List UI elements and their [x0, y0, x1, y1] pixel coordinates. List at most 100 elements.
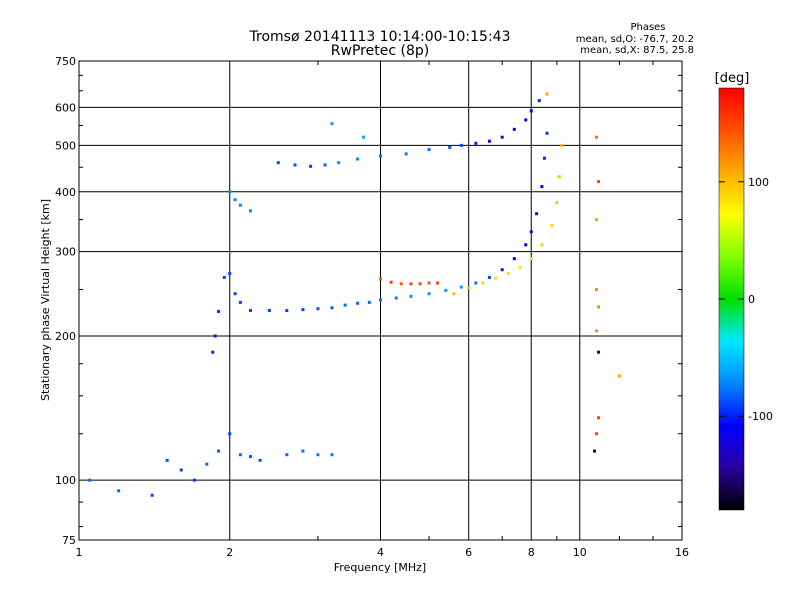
- x-tick-label: 8: [528, 546, 535, 559]
- data-point: [524, 118, 528, 122]
- data-point: [427, 281, 431, 285]
- y-tick-label: 200: [55, 330, 76, 343]
- y-tick-label: 100: [55, 474, 76, 487]
- data-point: [427, 148, 431, 152]
- data-point: [494, 276, 498, 280]
- data-point: [595, 218, 599, 222]
- data-point: [117, 489, 121, 493]
- series-points: [88, 432, 334, 497]
- data-point: [535, 212, 539, 216]
- data-point: [436, 281, 440, 285]
- data-point: [409, 294, 413, 298]
- x-tick-label: 10: [573, 546, 587, 559]
- series-points: [379, 277, 440, 286]
- chart-title: Tromsø 20141113 10:14:00-10:15:43: [249, 29, 511, 45]
- data-point: [285, 453, 289, 457]
- x-tick-labels: 1 2 4 6 8 10 16: [76, 546, 690, 559]
- phase-info-x: mean, sd,X: 87.5, 25.8: [580, 45, 694, 56]
- plot-frame: [78, 60, 683, 541]
- x-tick-label: 4: [377, 546, 384, 559]
- y-tick-label: 75: [62, 534, 76, 547]
- data-point: [205, 462, 209, 466]
- data-point: [211, 350, 215, 354]
- y-axis-label: Stationary phase Virtual Height [km]: [39, 199, 52, 401]
- y-tick-label: 400: [55, 186, 76, 199]
- data-point: [529, 109, 533, 113]
- data-point: [88, 478, 92, 482]
- data-point: [506, 272, 510, 276]
- data-point: [467, 286, 471, 290]
- data-point: [540, 243, 544, 247]
- data-point: [597, 305, 601, 309]
- data-point: [330, 453, 334, 457]
- chart-subtitle: RwPretec (8p): [331, 43, 429, 59]
- colorbar-ticks: 100 0 -100: [719, 176, 773, 423]
- data-point: [550, 224, 554, 228]
- data-point: [487, 275, 491, 279]
- x-tick-label: 6: [465, 546, 472, 559]
- data-point: [293, 163, 297, 167]
- data-point: [248, 455, 252, 459]
- series-points: [592, 135, 621, 453]
- data-point: [192, 478, 196, 482]
- data-point: [222, 275, 226, 279]
- data-point: [367, 300, 371, 304]
- data-point: [540, 185, 544, 189]
- phase-info-o: mean, sd,O: -76.7, 20.2: [576, 34, 694, 45]
- data-point: [228, 432, 232, 436]
- data-point: [545, 92, 549, 96]
- x-tick-label: 1: [76, 546, 83, 559]
- data-point: [362, 135, 366, 139]
- data-point: [542, 156, 546, 160]
- data-point: [217, 309, 221, 313]
- data-point: [557, 175, 561, 179]
- y-tick-label: 500: [55, 139, 76, 152]
- colorbar-tick-label: -100: [748, 410, 773, 423]
- data-point: [323, 163, 327, 167]
- data-point: [389, 280, 393, 284]
- data-point: [379, 298, 382, 302]
- data-point: [448, 145, 452, 149]
- data-point: [404, 152, 408, 156]
- data-point: [529, 257, 533, 261]
- data-point: [500, 268, 504, 272]
- x-axis-label: Frequency [MHz]: [334, 561, 426, 574]
- data-point: [595, 329, 599, 333]
- y-tick-label: 750: [55, 55, 76, 68]
- data-point: [301, 308, 305, 312]
- data-point: [379, 277, 382, 281]
- data-point: [597, 180, 601, 184]
- data-point: [529, 230, 533, 234]
- data-point: [512, 127, 516, 131]
- data-point: [267, 309, 271, 313]
- data-point: [228, 272, 232, 276]
- data-point: [545, 131, 549, 135]
- data-point: [617, 374, 621, 378]
- data-point: [217, 449, 221, 453]
- data-point: [537, 99, 541, 103]
- data-point: [427, 292, 431, 296]
- data-point: [524, 243, 528, 247]
- data-point: [444, 288, 448, 292]
- data-point: [330, 306, 334, 310]
- data-point: [487, 139, 491, 143]
- series-points: [452, 143, 564, 296]
- data-point: [595, 135, 599, 139]
- data-point: [228, 190, 232, 194]
- data-point: [238, 300, 242, 304]
- data-point: [452, 292, 456, 296]
- data-point: [595, 432, 599, 436]
- data-point: [409, 282, 413, 286]
- data-point: [316, 453, 320, 457]
- data-point: [379, 154, 382, 158]
- data-point: [394, 296, 398, 300]
- data-point: [459, 285, 463, 289]
- data-point: [238, 453, 242, 457]
- data-point: [316, 307, 320, 311]
- data-point: [555, 200, 559, 204]
- data-point: [233, 292, 237, 296]
- data-point: [285, 309, 289, 313]
- data-point: [165, 458, 169, 462]
- data-point: [481, 281, 485, 285]
